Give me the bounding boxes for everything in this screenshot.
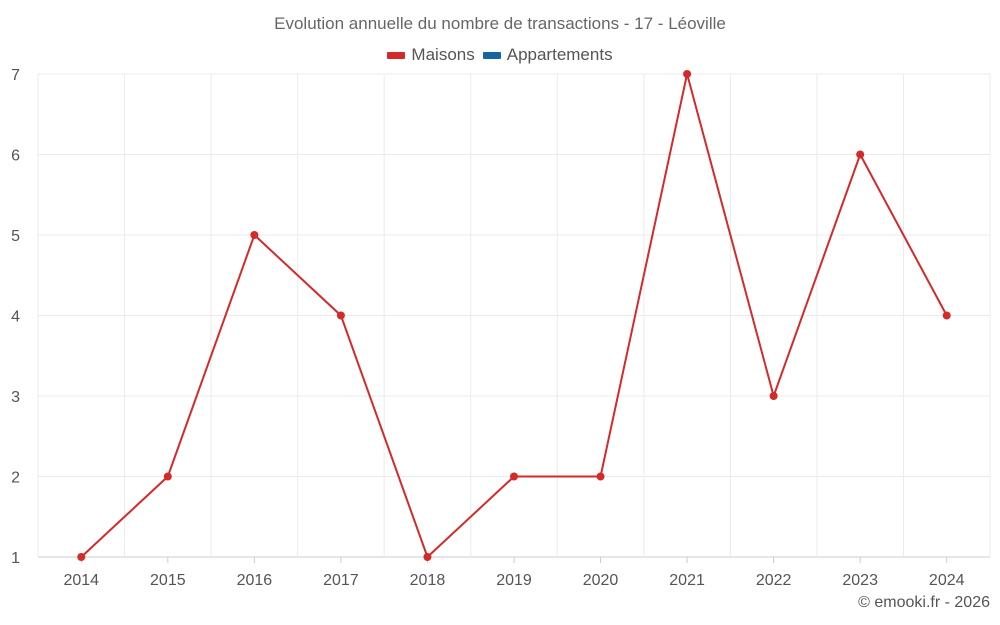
data-point (77, 553, 86, 561)
data-point (769, 392, 778, 400)
data-point (250, 231, 259, 239)
data-point (942, 311, 951, 320)
legend-swatch-maisons (387, 51, 406, 59)
data-point (683, 70, 692, 78)
legend-swatch-appartements (482, 51, 501, 59)
chart-title: Evolution annuelle du nombre de transact… (274, 14, 726, 33)
x-tick-label: 2023 (842, 572, 878, 589)
legend-label-maisons: Maisons (411, 45, 475, 64)
x-tick-label: 2018 (410, 572, 446, 589)
x-tick-label: 2020 (583, 572, 619, 589)
x-tick-label: 2016 (237, 572, 273, 589)
data-point (856, 150, 865, 159)
y-tick-label: 7 (11, 67, 20, 84)
x-tick-label: 2022 (756, 572, 792, 589)
data-point (163, 472, 172, 481)
y-tick-label: 5 (11, 228, 20, 245)
x-tick-label: 2014 (63, 572, 99, 589)
y-tick-label: 2 (11, 470, 20, 487)
y-tick-label: 4 (11, 309, 20, 326)
legend-label-appartements: Appartements (506, 45, 613, 64)
legend-item-appartements[interactable]: Appartements (482, 45, 613, 65)
x-tick-label: 2021 (669, 572, 705, 589)
x-tick-label: 2015 (150, 572, 186, 589)
data-point (596, 472, 605, 481)
data-point (423, 553, 432, 561)
x-tick-label: 2019 (496, 572, 532, 589)
y-tick-label: 1 (11, 550, 20, 567)
chart-legend: Maisons Appartements (0, 45, 1000, 65)
y-tick-label: 3 (11, 389, 20, 406)
credit-text: © emooki.fr - 2026 (858, 594, 990, 611)
data-point (510, 472, 518, 481)
x-tick-label: 2017 (323, 572, 359, 589)
legend-item-maisons[interactable]: Maisons (387, 45, 475, 65)
x-tick-label: 2024 (929, 572, 965, 589)
y-tick-label: 6 (11, 148, 20, 165)
data-point (336, 311, 345, 320)
